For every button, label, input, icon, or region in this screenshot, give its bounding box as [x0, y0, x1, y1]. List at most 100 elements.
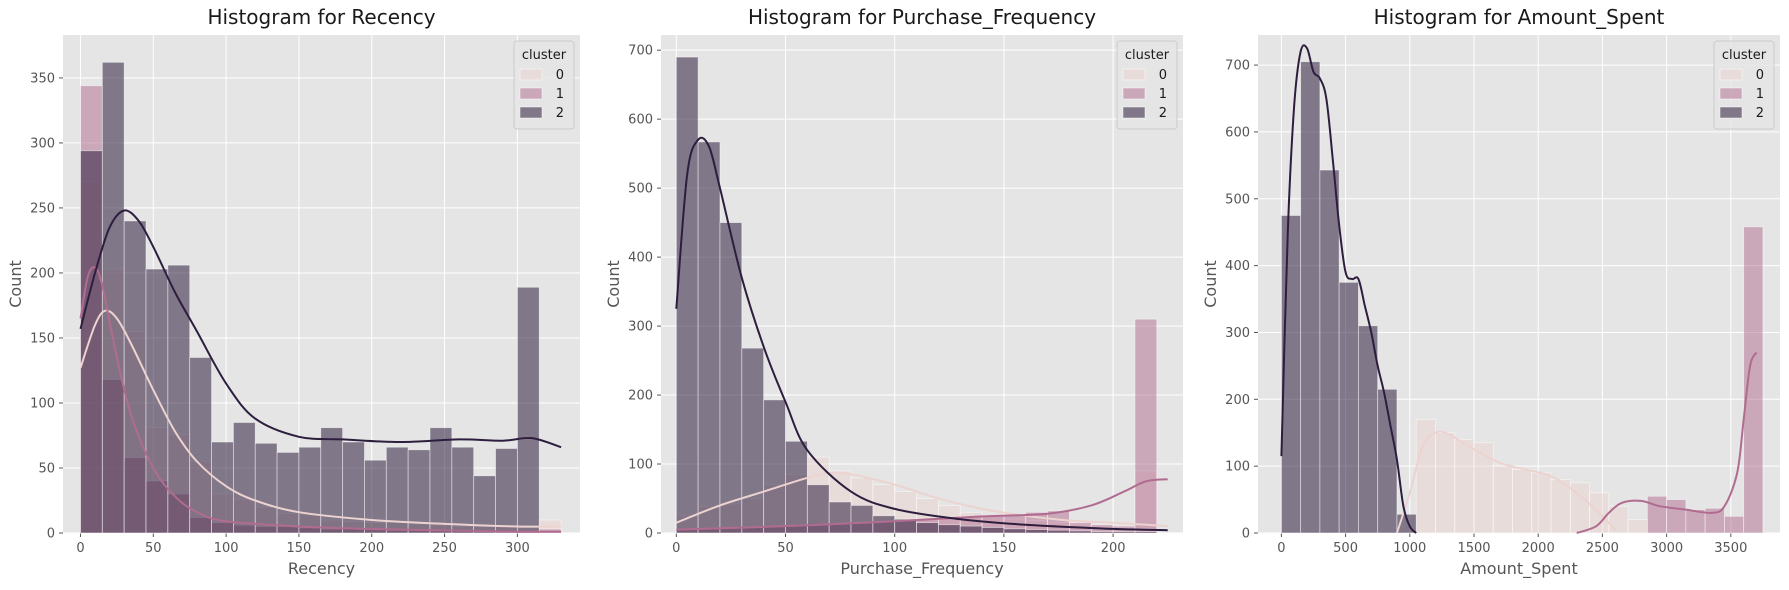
bar-cluster-2 [254, 442, 278, 534]
x-tick-label: 0 [76, 541, 84, 556]
bar-cluster-0 [1550, 479, 1571, 534]
kde-line-cluster-1 [79, 266, 562, 533]
x-tick-label: 150 [287, 541, 312, 556]
x-tick-label: 1500 [1457, 541, 1490, 556]
x-tick-label: 0 [672, 541, 680, 556]
bar-cluster-1 [1666, 499, 1687, 534]
bar-cluster-0 [1531, 472, 1552, 534]
x-tick-label: 200 [359, 541, 384, 556]
bar-cluster-2 [232, 422, 256, 534]
bar-cluster-2 [937, 524, 961, 534]
x-tick-label: 100 [214, 541, 239, 556]
bar-cluster-2 [429, 427, 453, 534]
bar-cluster-2 [189, 357, 212, 534]
legend-label-cluster-1: 1 [1159, 87, 1167, 102]
x-tick-label: 250 [432, 541, 457, 556]
y-tick-label: 150 [30, 331, 55, 346]
x-axis-label: Purchase_Frequency [840, 559, 1003, 579]
bar-cluster-2 [1047, 529, 1070, 534]
x-tick-label: 0 [1277, 541, 1285, 556]
x-tick-label: 150 [991, 541, 1016, 556]
bar-cluster-0 [1415, 418, 1436, 534]
legend-label-cluster-0: 0 [1756, 68, 1764, 83]
x-tick-label: 1000 [1393, 541, 1426, 556]
y-tick-label: 400 [1225, 259, 1250, 274]
chart-title: Histogram for Purchase_Frequency [748, 5, 1096, 29]
x-tick-label: 300 [505, 541, 530, 556]
y-tick-label: 500 [1225, 192, 1250, 207]
bar-cluster-2 [763, 399, 786, 534]
bar-cluster-2 [981, 527, 1005, 534]
bar-cluster-2 [697, 141, 721, 534]
bar-cluster-2 [1358, 325, 1379, 534]
bar-cluster-2 [516, 286, 540, 534]
legend-label-cluster-2: 2 [1756, 106, 1764, 121]
bar-cluster-2 [385, 446, 409, 534]
bar-cluster-0 [1454, 439, 1475, 534]
legend-swatch-cluster-2 [1122, 106, 1146, 119]
x-tick-label: 3000 [1650, 541, 1683, 556]
bar-cluster-2 [872, 515, 896, 534]
bar-cluster-2 [741, 347, 765, 534]
bar-cluster-2 [80, 150, 103, 534]
bar-cluster-2 [1025, 529, 1048, 534]
x-tick-label: 100 [882, 541, 907, 556]
bar-cluster-2 [298, 446, 322, 534]
y-axis-label: Count [604, 260, 623, 308]
bar-cluster-2 [451, 446, 475, 534]
chart-panel-2: 0 500 1000 1500 2000 2500 3000 3500010020030040… [1201, 5, 1780, 579]
bar-cluster-2 [675, 56, 699, 534]
y-tick-label: 200 [628, 389, 653, 404]
x-tick-label: 2500 [1586, 541, 1619, 556]
y-tick-label: 700 [628, 44, 653, 59]
kde-line-cluster-1 [1576, 351, 1758, 534]
legend-swatch-cluster-0 [519, 68, 543, 81]
x-axis-label: Amount_Spent [1460, 559, 1577, 579]
legend-label-cluster-0: 0 [1159, 68, 1167, 83]
bar-cluster-2 [145, 268, 169, 534]
bar-cluster-2 [1300, 61, 1321, 534]
legend-swatch-cluster-2 [1719, 106, 1743, 119]
x-tick-label: 2000 [1522, 541, 1555, 556]
bar-cluster-2 [123, 220, 147, 534]
legend-title: cluster [1722, 48, 1767, 63]
y-tick-label: 0 [1242, 527, 1250, 542]
bar-cluster-2 [1069, 530, 1092, 534]
y-tick-label: 50 [38, 461, 55, 476]
bar-cluster-1 [1134, 318, 1158, 534]
y-tick-label: 300 [1225, 326, 1250, 341]
y-tick-label: 300 [628, 320, 653, 335]
legend-swatch-cluster-2 [519, 106, 543, 119]
bar-cluster-2 [1003, 528, 1027, 534]
legend-title: cluster [1125, 48, 1170, 63]
legend-label-cluster-1: 1 [556, 87, 564, 102]
legend: cluster 0 1 2 [1713, 40, 1775, 130]
kde-line-cluster-2 [675, 136, 1168, 532]
x-axis-label: Recency [288, 559, 355, 578]
legend-label-cluster-2: 2 [1159, 106, 1167, 121]
y-axis-label: Count [1201, 260, 1220, 308]
bar-cluster-2 [1338, 281, 1359, 534]
bar-cluster-2 [1319, 169, 1340, 534]
y-tick-label: 100 [628, 458, 653, 473]
y-tick-label: 500 [628, 182, 653, 197]
y-tick-label: 600 [1225, 125, 1250, 140]
bar-cluster-0 [1512, 469, 1533, 534]
bar-cluster-2 [276, 451, 300, 534]
bar-cluster-0 [1492, 465, 1513, 534]
x-tick-label: 200 [1101, 541, 1126, 556]
legend: cluster 0 1 2 [513, 40, 575, 130]
x-tick-label: 50 [777, 541, 794, 556]
y-tick-label: 0 [47, 527, 55, 542]
bar-cluster-1 [1723, 515, 1745, 534]
y-tick-label: 200 [1225, 393, 1250, 408]
bar-cluster-2 [785, 440, 808, 534]
y-tick-label: 350 [30, 71, 55, 86]
kde-line-cluster-0 [79, 309, 562, 528]
bar-cluster-2 [495, 448, 518, 534]
bar-cluster-2 [1090, 531, 1114, 534]
x-tick-label: 50 [145, 541, 162, 556]
chart-title: Histogram for Recency [207, 5, 435, 29]
